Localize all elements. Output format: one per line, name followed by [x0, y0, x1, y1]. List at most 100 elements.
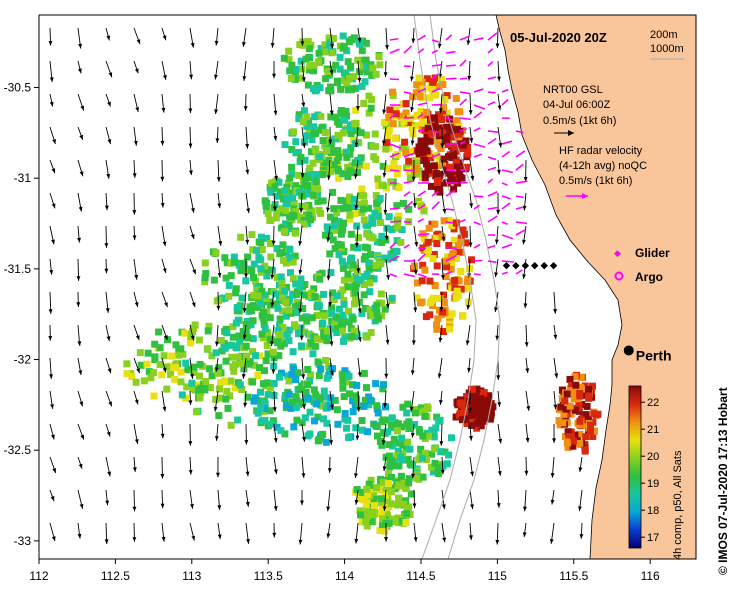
sst-pixel — [450, 152, 458, 160]
model-arrowhead — [497, 105, 502, 111]
sst-pixel — [351, 289, 359, 297]
sst-pixel — [369, 64, 377, 72]
sst-pixel — [305, 211, 313, 219]
radar-legend-arrowhead — [582, 193, 588, 199]
sst-pixel — [226, 392, 234, 400]
sst-pixel — [378, 181, 386, 189]
sst-pixel — [363, 485, 371, 493]
sst-pixel — [429, 255, 437, 262]
sst-pixel — [183, 383, 191, 391]
sst-pixel — [364, 491, 372, 499]
sst-pixel — [436, 416, 444, 424]
sst-pixel — [256, 352, 264, 360]
sst-pixel — [367, 104, 375, 112]
sst-pixel — [334, 161, 342, 169]
sst-pixel — [246, 303, 254, 311]
radar-arrow — [487, 191, 498, 197]
sst-pixel — [451, 143, 459, 151]
model-arrowhead — [549, 539, 554, 544]
sst-pixel — [327, 403, 334, 411]
radar-arrow — [501, 221, 508, 226]
radar-arrow — [417, 253, 426, 262]
sst-pixel — [386, 106, 394, 114]
sst-pixel — [439, 462, 447, 470]
model-arrowhead — [299, 335, 304, 341]
sst-pixel — [301, 156, 309, 164]
sst-pixel — [388, 414, 396, 422]
sst-pixel — [446, 163, 454, 171]
model-arrowhead — [49, 77, 54, 83]
sst-pixel — [147, 374, 155, 382]
sst-pixel — [372, 380, 380, 388]
sst-pixel — [415, 74, 423, 82]
sst-pixel — [344, 58, 352, 66]
sst-pixel — [288, 371, 296, 378]
sst-pixel — [436, 171, 444, 179]
sst-pixel — [292, 393, 300, 401]
sst-pixel — [441, 257, 449, 265]
radar-arrow — [487, 130, 499, 133]
sst-pixel — [424, 124, 432, 132]
model-arrowhead — [272, 73, 276, 79]
sst-pixel — [412, 165, 420, 173]
sst-pixel — [402, 519, 410, 526]
model-arrowhead — [300, 500, 304, 506]
sst-pixel — [358, 426, 366, 434]
sst-pixel — [394, 222, 401, 230]
radar-arrow — [459, 140, 466, 145]
sst-pixel — [312, 178, 320, 186]
sst-pixel — [301, 138, 308, 146]
model-arrowhead — [132, 235, 137, 241]
model-arrowhead — [525, 368, 530, 374]
axes: 112 112.5 113 113.5 114 114.5 115 115.5 116 -30.5… — [4, 81, 660, 583]
sst-pixel — [254, 292, 262, 300]
model-arrowhead — [273, 506, 278, 511]
model-arrowhead — [357, 337, 362, 342]
sst-pixel — [345, 318, 353, 326]
model-arrowhead — [245, 169, 250, 175]
sst-pixel — [293, 403, 301, 411]
model-arrowhead — [214, 40, 219, 46]
sst-pixel — [452, 294, 460, 302]
sst-pixel — [301, 281, 309, 288]
sst-pixel — [346, 193, 354, 201]
model-arrowhead — [189, 74, 193, 80]
sst-pixel — [339, 327, 346, 335]
sst-pixel — [279, 324, 287, 332]
sst-pixel — [274, 327, 282, 335]
radar-legend-line3: 0.5m/s (1kt 6h) — [559, 175, 632, 187]
model-arrowhead — [217, 534, 222, 540]
model-arrowhead — [497, 169, 501, 175]
sst-pixel — [419, 148, 427, 156]
sst-pixel — [258, 287, 266, 295]
model-arrowhead — [526, 406, 531, 411]
sst-pixel — [448, 310, 456, 318]
model-arrowhead — [77, 237, 81, 243]
sst-pixel — [270, 354, 278, 362]
sst-pixel — [334, 420, 342, 428]
x-tick-label: 113 — [182, 569, 201, 583]
sst-pixel — [425, 432, 432, 440]
sst-pixel — [555, 417, 563, 425]
sst-pixel — [389, 88, 396, 96]
sst-pixel — [201, 259, 209, 267]
sst-pixel — [282, 207, 290, 214]
sst-pixel — [205, 365, 213, 373]
model-arrowhead — [468, 242, 473, 248]
sst-pixel — [249, 348, 257, 356]
sst-pixel — [569, 442, 577, 450]
sst-pixel — [345, 434, 353, 442]
sst-pixel — [397, 472, 405, 480]
sst-pixel — [274, 192, 282, 200]
sst-pixel — [391, 462, 398, 470]
sst-pixel — [362, 504, 370, 512]
sst-pixel — [277, 273, 285, 281]
model-arrowhead — [246, 208, 251, 214]
sst-pixel — [418, 277, 426, 285]
colorbar-ticks: 22 21 20 19 18 17 — [641, 397, 659, 544]
model-arrowhead — [272, 206, 277, 212]
sst-pixel — [416, 428, 423, 436]
colorbar-tick-label: 21 — [647, 424, 659, 436]
sst-pixel — [313, 335, 321, 343]
sst-pixel — [326, 164, 334, 172]
